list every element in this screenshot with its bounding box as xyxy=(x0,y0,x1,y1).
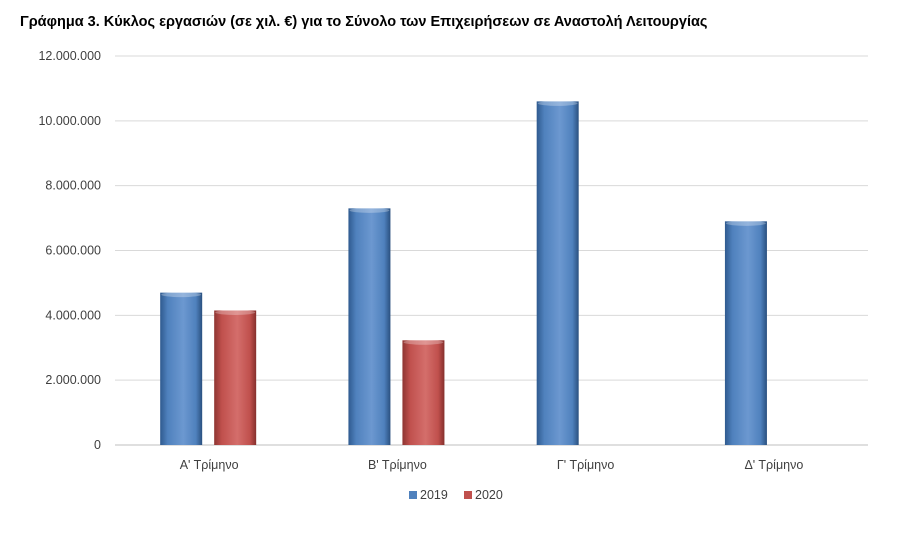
x-category-label: Α' Τρίμηνο xyxy=(180,458,239,472)
x-category-label: Γ' Τρίμηνο xyxy=(557,458,614,472)
bar-2019-3 xyxy=(536,101,579,445)
bar-cap xyxy=(215,309,256,315)
bar-cap xyxy=(403,339,444,345)
bar-2020-2 xyxy=(402,340,445,445)
bar-cap xyxy=(537,100,578,106)
bar-2019-4 xyxy=(724,221,767,445)
y-tick-label: 12.000.000 xyxy=(38,49,101,63)
y-tick-label: 0 xyxy=(94,438,101,452)
bar-cap xyxy=(349,207,390,213)
y-tick-label: 6.000.000 xyxy=(45,244,101,258)
x-category-label: Δ' Τρίμηνο xyxy=(744,458,803,472)
legend-swatch-2019 xyxy=(409,491,417,499)
bar-cap xyxy=(161,292,202,298)
y-tick-label: 4.000.000 xyxy=(45,308,101,322)
legend-label-2020: 2020 xyxy=(475,488,503,502)
legend-swatch-2020 xyxy=(464,491,472,499)
y-tick-label: 8.000.000 xyxy=(45,179,101,193)
y-tick-label: 10.000.000 xyxy=(38,114,101,128)
legend-label-2019: 2019 xyxy=(420,488,448,502)
bar-2020-1 xyxy=(214,310,257,445)
y-tick-label: 2.000.000 xyxy=(45,373,101,387)
bar-cap xyxy=(725,220,766,226)
chart-title: Γράφημα 3. Κύκλος εργασιών (σε χιλ. €) γ… xyxy=(20,14,708,30)
x-category-label: Β' Τρίμηνο xyxy=(368,458,427,472)
bar-2019-1 xyxy=(160,292,203,445)
bar-2019-2 xyxy=(348,208,391,445)
